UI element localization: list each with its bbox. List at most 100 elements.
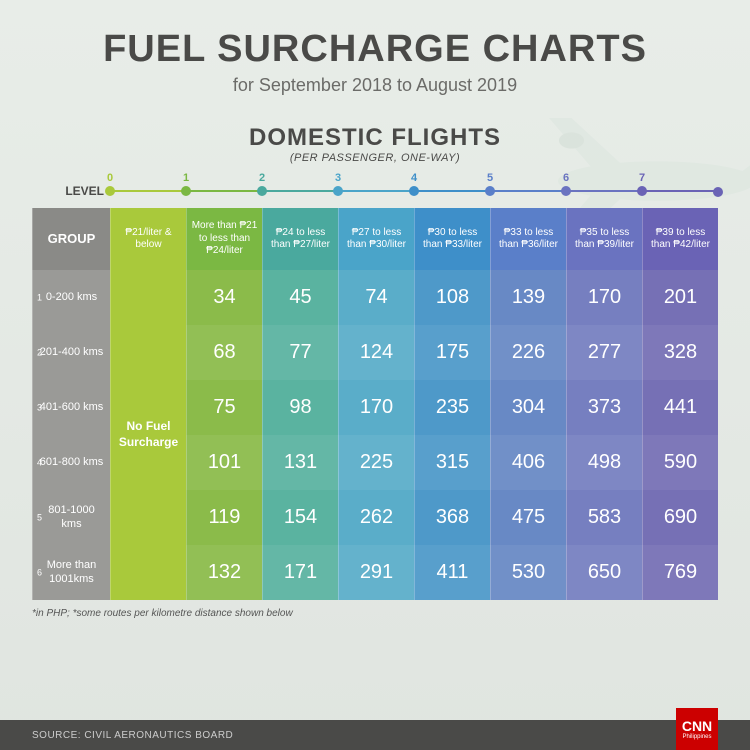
value-cell: 45	[262, 270, 338, 325]
value-cell: 441	[642, 380, 718, 435]
value-cell: 304	[490, 380, 566, 435]
row-label: 4601-800 kms	[32, 435, 110, 490]
value-cell: 77	[262, 325, 338, 380]
row-label-text: 0-200 kms	[46, 291, 97, 304]
level-dot	[333, 186, 343, 196]
row-label: 3401-600 kms	[32, 380, 110, 435]
row-label-text: 601-800 kms	[40, 456, 104, 469]
column-header: ₱24 to less than ₱27/liter	[262, 208, 338, 270]
value-cell: 119	[186, 490, 262, 545]
footer-bar: SOURCE: CIVIL AERONAUTICS BOARD CNN Phil…	[0, 720, 750, 750]
level-number: 4	[409, 172, 419, 184]
value-cell: 291	[338, 545, 414, 600]
logo-text-top: CNN	[682, 719, 712, 733]
value-cell: 75	[186, 380, 262, 435]
row-label: 1 0-200 kms	[32, 270, 110, 325]
value-cell: 124	[338, 325, 414, 380]
level-label: LEVEL	[32, 184, 110, 198]
date-range: for September 2018 to August 2019	[20, 75, 730, 96]
value-cell: 226	[490, 325, 566, 380]
surcharge-table: GROUP₱21/liter & belowMore than ₱21 to l…	[32, 208, 718, 600]
value-cell: 139	[490, 270, 566, 325]
row-number: 4	[37, 457, 42, 468]
value-cell: 769	[642, 545, 718, 600]
row-label-text: 201-400 kms	[40, 346, 104, 359]
level-segment: 4	[414, 190, 490, 192]
level-number: 7	[637, 172, 647, 184]
value-cell: 68	[186, 325, 262, 380]
level-dot	[713, 187, 723, 197]
value-cell: 315	[414, 435, 490, 490]
no-fuel-cell: No Fuel Surcharge	[110, 270, 186, 600]
group-header-cell: GROUP	[32, 208, 110, 270]
level-dot	[105, 186, 115, 196]
level-number: 6	[561, 172, 571, 184]
level-segment: 3	[338, 190, 414, 192]
value-cell: 690	[642, 490, 718, 545]
value-cell: 650	[566, 545, 642, 600]
row-number: 5	[37, 512, 42, 523]
value-cell: 277	[566, 325, 642, 380]
row-label: 2201-400 kms	[32, 325, 110, 380]
row-label-text: More than 1001kms	[37, 559, 106, 585]
value-cell: 201	[642, 270, 718, 325]
main-title: FUEL SURCHARGE CHARTS	[20, 28, 730, 71]
level-number: 2	[257, 172, 267, 184]
logo-text-bottom: Philippines	[682, 734, 711, 740]
column-header: ₱21/liter & below	[110, 208, 186, 270]
value-cell: 225	[338, 435, 414, 490]
section-note: (PER PASSENGER, ONE-WAY)	[0, 152, 750, 164]
column-header: ₱39 to less than ₱42/liter	[642, 208, 718, 270]
level-segment: 0	[110, 190, 186, 192]
value-cell: 590	[642, 435, 718, 490]
level-dot	[257, 186, 267, 196]
value-cell: 406	[490, 435, 566, 490]
level-dot	[181, 186, 191, 196]
row-label-text: 401-600 kms	[40, 401, 104, 414]
value-cell: 475	[490, 490, 566, 545]
value-cell: 498	[566, 435, 642, 490]
section-title: DOMESTIC FLIGHTS	[0, 124, 750, 152]
value-cell: 131	[262, 435, 338, 490]
footnote: *in PHP; *some routes per kilometre dist…	[32, 608, 718, 619]
column-header: ₱27 to less than ₱30/liter	[338, 208, 414, 270]
source-text: SOURCE: CIVIL AERONAUTICS BOARD	[32, 730, 233, 741]
row-number: 3	[37, 402, 42, 413]
level-number: 5	[485, 172, 495, 184]
level-line: 01234567	[110, 182, 718, 200]
level-dot	[637, 186, 647, 196]
level-number: 1	[181, 172, 191, 184]
row-number: 1	[37, 292, 42, 303]
value-cell: 583	[566, 490, 642, 545]
row-number: 2	[37, 347, 42, 358]
value-cell: 530	[490, 545, 566, 600]
row-number: 6	[37, 567, 42, 578]
value-cell: 262	[338, 490, 414, 545]
level-segment: 2	[262, 190, 338, 192]
subheader: DOMESTIC FLIGHTS (PER PASSENGER, ONE-WAY…	[0, 124, 750, 164]
level-dot	[409, 186, 419, 196]
value-cell: 328	[642, 325, 718, 380]
value-cell: 411	[414, 545, 490, 600]
value-cell: 170	[566, 270, 642, 325]
value-cell: 170	[338, 380, 414, 435]
row-label: 5801-1000 kms	[32, 490, 110, 545]
column-header: ₱30 to less than ₱33/liter	[414, 208, 490, 270]
header: FUEL SURCHARGE CHARTS for September 2018…	[0, 0, 750, 106]
value-cell: 171	[262, 545, 338, 600]
value-cell: 74	[338, 270, 414, 325]
value-cell: 373	[566, 380, 642, 435]
row-label-text: 801-1000 kms	[37, 504, 106, 530]
level-segment: 7	[642, 190, 718, 192]
level-segment: 5	[490, 190, 566, 192]
column-header: ₱35 to less than ₱39/liter	[566, 208, 642, 270]
level-dot	[561, 186, 571, 196]
value-cell: 175	[414, 325, 490, 380]
level-segment: 1	[186, 190, 262, 192]
level-number: 0	[105, 172, 115, 184]
column-header: ₱33 to less than ₱36/liter	[490, 208, 566, 270]
level-number: 3	[333, 172, 343, 184]
level-dot	[485, 186, 495, 196]
value-cell: 154	[262, 490, 338, 545]
value-cell: 101	[186, 435, 262, 490]
